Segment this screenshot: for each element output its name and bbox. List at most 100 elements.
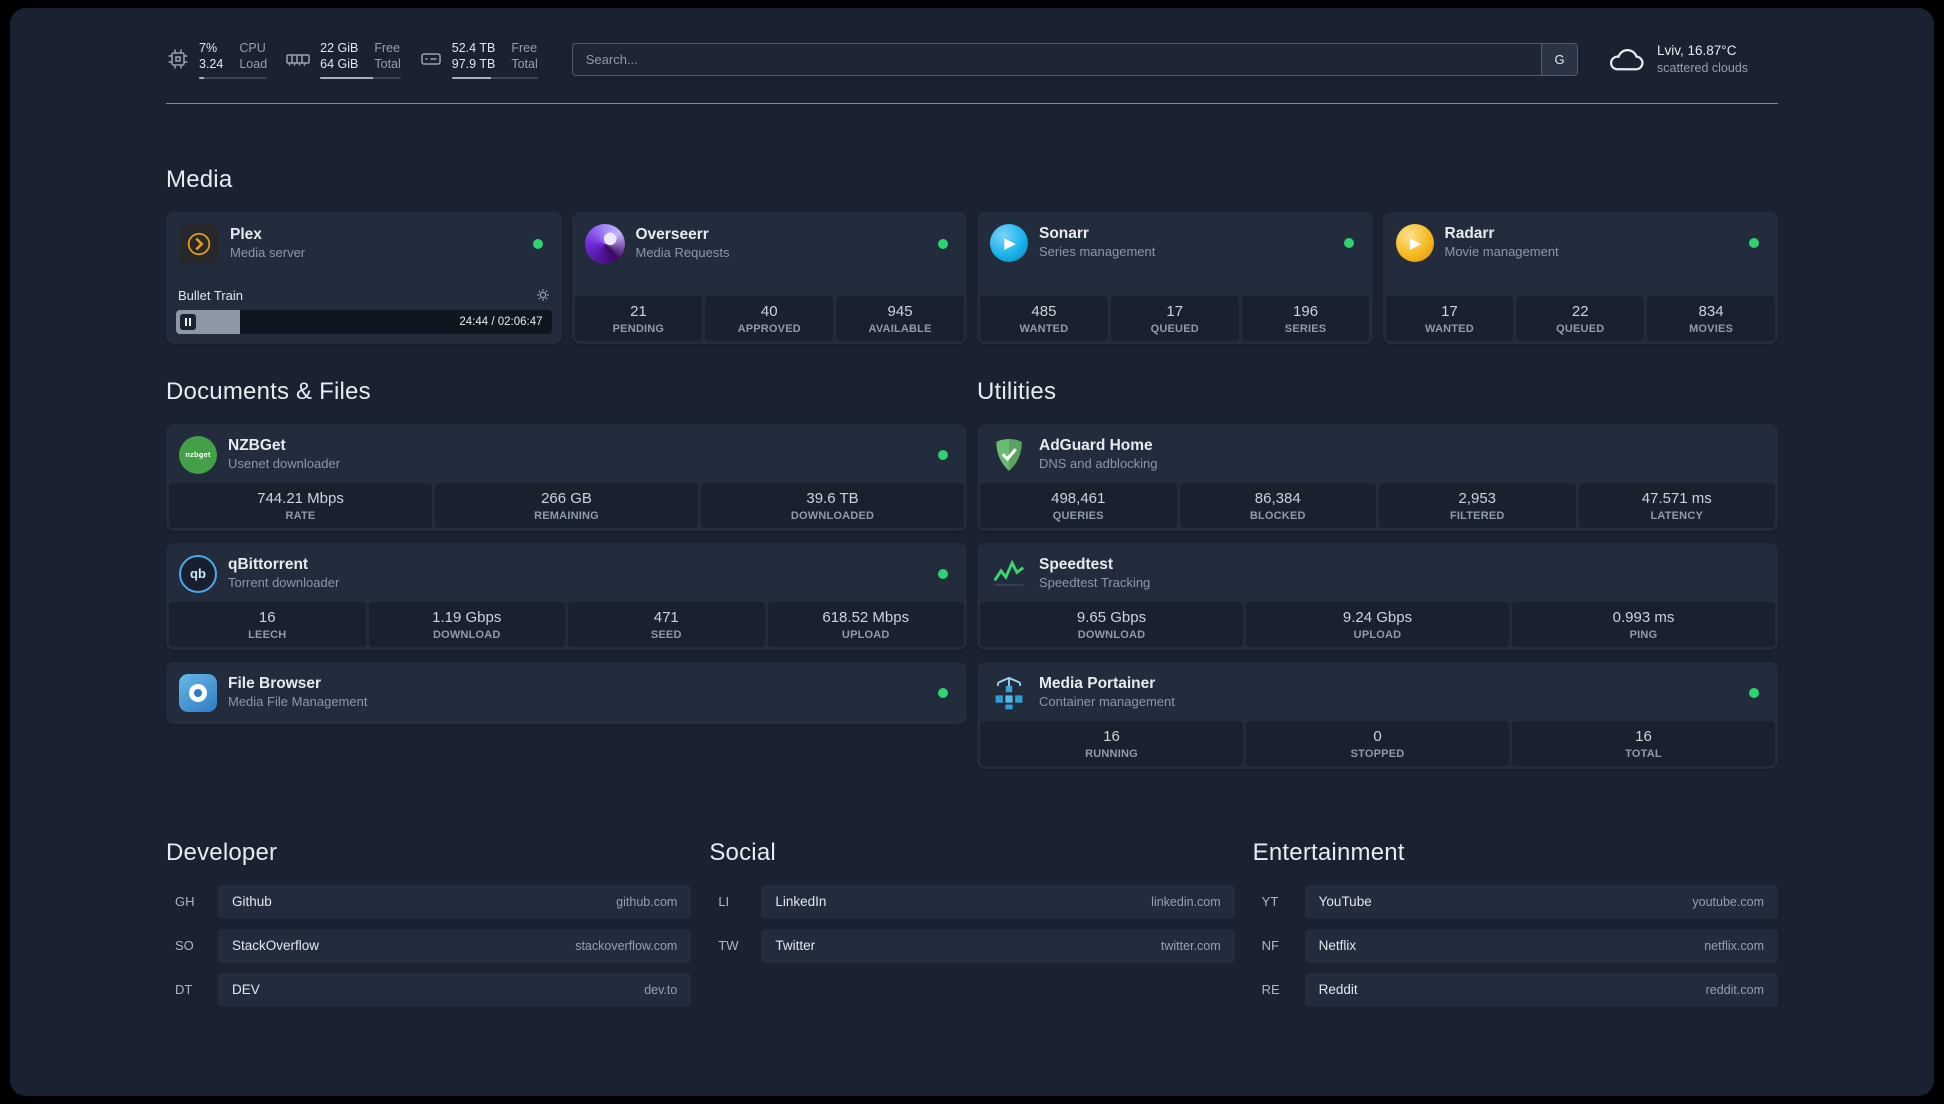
bookmark-pill[interactable]: Netflix netflix.com: [1304, 928, 1778, 963]
stat-label: WANTED: [1019, 322, 1069, 335]
stat-label: QUEUED: [1556, 322, 1605, 335]
bookmark-item[interactable]: DT DEV dev.to: [166, 972, 692, 1007]
cpu-usage-value: 7%: [199, 41, 218, 55]
search-provider-button[interactable]: G: [1541, 43, 1577, 75]
stat: 1.19 Gbps DOWNLOAD: [368, 601, 565, 647]
bookmark-abbr: LI: [718, 894, 730, 909]
service-card-overseerr[interactable]: Overseerr Media Requests 21 PENDING 40 APPR…: [571, 211, 967, 344]
stat-value: 1.19 Gbps: [432, 608, 502, 626]
bookmark-pill[interactable]: LinkedIn linkedin.com: [761, 884, 1235, 919]
bookmark-item[interactable]: RE Reddit reddit.com: [1253, 972, 1778, 1007]
service-card-speedtest[interactable]: Speedtest Speedtest Tracking 9.65 Gbps DO…: [977, 542, 1778, 650]
bookmark-item[interactable]: SO StackOverflow stackoverflow.com: [166, 928, 692, 963]
dashboard: 7% CPU 3.24 Load 22: [10, 8, 1934, 1096]
stat: 2,953 FILTERED: [1379, 482, 1576, 528]
resource-widgets: 7% CPU 3.24 Load 22: [166, 40, 538, 79]
bookmark-pill[interactable]: Reddit reddit.com: [1304, 972, 1778, 1007]
bookmark-pill[interactable]: DEV dev.to: [218, 972, 692, 1007]
service-card-qbittorrent[interactable]: qb qBittorrent Torrent downloader 16 LEEC…: [166, 542, 967, 650]
cpu-widget: 7% CPU 3.24 Load: [166, 40, 268, 79]
stat: 9.24 Gbps UPLOAD: [1246, 601, 1509, 647]
bookmark-pill[interactable]: YouTube youtube.com: [1304, 884, 1778, 919]
service-name: File Browser: [228, 675, 322, 693]
bookmark-item[interactable]: TW Twitter twitter.com: [709, 928, 1235, 963]
stat-value: 17: [1441, 302, 1458, 320]
cpu-usage-label: CPU: [239, 41, 266, 55]
section-media: Media Plex Media server: [166, 166, 1778, 344]
service-card-portainer[interactable]: Media Portainer Container management 16 R…: [977, 661, 1778, 769]
section-title-documents: Documents & Files: [166, 377, 371, 405]
service-card-sonarr[interactable]: ▶ Sonarr Series management 485 WANTED 17 QU…: [977, 211, 1373, 344]
stat-label: WANTED: [1424, 322, 1474, 335]
service-name: qBittorrent: [228, 556, 309, 574]
bookmark-item[interactable]: GH Github github.com: [166, 884, 692, 919]
stat-value: 86,384: [1254, 489, 1301, 507]
portainer-icon: [990, 674, 1028, 712]
status-dot: [938, 449, 948, 460]
disk-icon: [419, 47, 443, 71]
bookmark-abbr: YT: [1261, 894, 1279, 909]
stat-label: UPLOAD: [1353, 628, 1402, 641]
stat: 485 WANTED: [980, 295, 1108, 341]
bookmark-abbr: RE: [1261, 982, 1280, 997]
stat-label: RATE: [285, 509, 316, 522]
service-card-radarr[interactable]: ▶ Radarr Movie management 17 WANTED 22 QUEU…: [1382, 211, 1778, 344]
bookmark-item[interactable]: NF Netflix netflix.com: [1253, 928, 1778, 963]
weather-location: Lviv, 16.87°C: [1657, 42, 1737, 58]
stat-label: PENDING: [612, 322, 665, 335]
stat-value: 40: [760, 302, 778, 320]
service-card-plex[interactable]: Plex Media server Bullet Train: [166, 211, 562, 344]
stat-label: QUERIES: [1052, 509, 1104, 522]
stat-label: MOVIES: [1689, 322, 1734, 335]
stat-label: PING: [1629, 628, 1658, 641]
bookmark-abbr: DT: [175, 982, 193, 997]
stat-label: SEED: [650, 628, 682, 641]
service-description: Torrent downloader: [228, 574, 340, 590]
section-utilities: Utilities AdGuard Home DNS and adblockin…: [977, 378, 1778, 769]
stat-value: 39.6 TB: [806, 489, 859, 507]
bookmark-item[interactable]: LI LinkedIn linkedin.com: [709, 884, 1235, 919]
speedtest-icon: [990, 555, 1028, 593]
stat-value: 17: [1166, 302, 1184, 320]
stat: 9.65 Gbps DOWNLOAD: [980, 601, 1243, 647]
service-name: Plex: [230, 226, 262, 244]
search-input[interactable]: [571, 42, 1578, 76]
memory-bar: [320, 76, 401, 79]
topbar: 7% CPU 3.24 Load 22: [166, 40, 1778, 79]
service-stats: 16 RUNNING 0 STOPPED 16 TOTAL: [980, 720, 1775, 766]
service-card-nzbget[interactable]: nzbget NZBGet Usenet downloader 744.21 M…: [166, 423, 967, 531]
stat-value: 471: [653, 608, 679, 626]
stat-label: FILTERED: [1449, 509, 1505, 522]
disk-widget: 52.4 TB Free 97.9 TB Total: [419, 40, 538, 79]
service-card-adguard[interactable]: AdGuard Home DNS and adblocking 498,461 Q…: [977, 423, 1778, 531]
status-dot: [938, 687, 948, 698]
search-bar: G: [571, 42, 1578, 76]
bookmark-item[interactable]: YT YouTube youtube.com: [1253, 884, 1778, 919]
section-documents-files: Documents & Files nzbget NZBGet Usenet d…: [166, 378, 967, 724]
bookmark-pill[interactable]: Github github.com: [218, 884, 692, 919]
pause-icon[interactable]: [180, 313, 196, 330]
service-card-filebrowser[interactable]: File Browser Media File Management: [166, 661, 967, 724]
service-stats: 498,461 QUERIES 86,384 BLOCKED 2,953 FILTERED…: [980, 482, 1775, 528]
sonarr-icon: ▶: [990, 223, 1028, 262]
stat: 945 AVAILABLE: [836, 295, 964, 341]
bookmark-url: reddit.com: [1705, 982, 1764, 997]
bookmark-pill[interactable]: Twitter twitter.com: [761, 928, 1235, 963]
stat-label: UPLOAD: [841, 628, 890, 641]
stat: 17 WANTED: [1385, 295, 1514, 341]
disk-free-label: Free: [511, 41, 538, 55]
stat-value: 196: [1293, 302, 1319, 320]
disk-total-label: Total: [511, 57, 538, 72]
stat-value: 266 GB: [541, 489, 592, 507]
bookmark-name: Github: [232, 894, 272, 909]
bookmark-url: stackoverflow.com: [575, 938, 678, 953]
service-description: Container management: [1039, 693, 1175, 709]
bookmark-abbr: NF: [1261, 938, 1279, 953]
settings-icon[interactable]: [536, 288, 550, 302]
playback-progress-bar[interactable]: 24:44 / 02:06:47: [176, 309, 552, 334]
bookmark-pill[interactable]: StackOverflow stackoverflow.com: [218, 928, 692, 963]
stat-value: 744.21 Mbps: [257, 489, 344, 507]
stat-value: 16: [1103, 727, 1120, 745]
bookmark-abbr: TW: [718, 938, 739, 953]
disk-bar: [451, 76, 538, 79]
